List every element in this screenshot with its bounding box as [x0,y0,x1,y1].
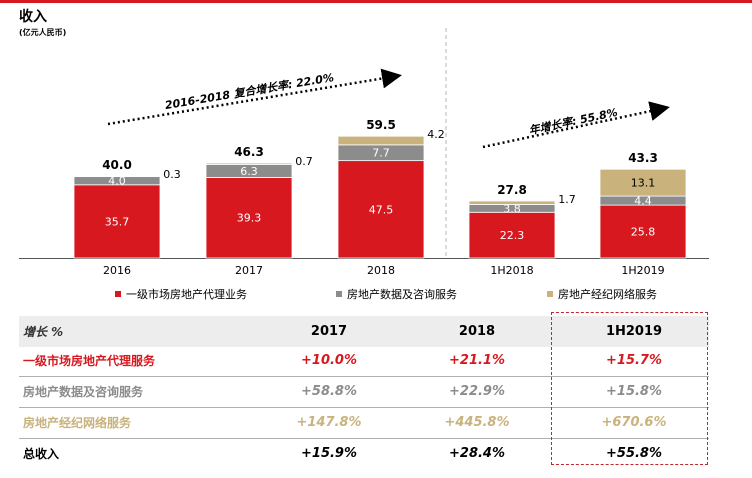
bar-segment [337,160,425,259]
bar-segment-label: 22.3 [500,229,525,242]
bar-segment-label: 35.7 [105,215,130,228]
growth-header-col: 2017 [310,324,348,339]
legend-item-data: 房地产数据及咨询服务 [336,286,457,302]
growth-table-header: 增长 % 2017 2018 1H2019 [19,316,709,347]
bar-total-label: 27.8 [497,183,527,197]
bar-segment-label: 7.7 [372,147,390,160]
top-rule [0,0,752,3]
growth-row-data: 房地产数据及咨询服务 +58.8% +22.9% +15.8% [19,376,709,407]
bar-segment-label: 47.5 [369,203,394,216]
growth-cell: +15.9% [301,446,357,461]
bar-segment [337,135,425,146]
legend-item-primary: 一级市场房地产代理业务 [115,286,247,302]
cagr-annotation: 2016-2018 复合增长率: 22.0% [164,71,335,112]
bar-segment-label: 4.0 [108,175,126,188]
table-divider [19,407,709,408]
bar-total-label: 43.3 [628,151,658,165]
x-tick-label: 1H2019 [621,264,664,277]
unit-label: (亿元人民币) [19,28,67,37]
growth-cell: +55.8% [606,446,662,461]
growth-row-label: 房地产经纪网络服务 [23,416,132,430]
bar-segment-label: 3.8 [503,202,521,215]
table-divider [19,376,709,377]
bar-segment [599,168,687,197]
growth-cell: +58.8% [301,384,357,399]
legend-label-primary: 一级市场房地产代理业务 [126,288,247,301]
bar-segment [205,162,293,165]
growth-row-label: 房地产数据及咨询服务 [23,385,144,399]
bar-segment [599,204,687,259]
yoy-arrow [482,101,670,149]
growth-cell: +10.0% [301,353,357,368]
growth-row-network: 房地产经纪网络服务 +147.8% +445.8% +670.6% [19,407,709,438]
growth-row-label: 一级市场房地产代理服务 [23,354,156,368]
legend-swatch-data [336,291,342,297]
bar-segment [205,177,293,259]
bar-segment-label: 13.1 [631,177,656,190]
bar-segment-label: 25.8 [631,226,656,239]
bar-segment [468,200,556,205]
x-tick-label: 2018 [367,264,395,277]
bar-total-label: 40.0 [102,158,132,172]
growth-cell: +28.4% [449,446,505,461]
growth-header-col: 2018 [458,324,496,339]
growth-cell: +15.7% [606,353,662,368]
bar-segment-label: 4.2 [427,128,445,141]
growth-cell: +21.1% [449,353,505,368]
bar-segment-label: 0.3 [163,168,181,181]
x-tick-label: 2016 [103,264,131,277]
x-tick-label: 2017 [235,264,263,277]
growth-header-col: 1H2019 [605,324,663,339]
bar-segment-label: 6.3 [240,165,258,178]
growth-cell: +445.8% [444,415,510,430]
legend-label-data: 房地产数据及咨询服务 [347,288,457,301]
table-divider [19,438,709,439]
x-tick-label: 1H2018 [490,264,533,277]
legend-swatch-primary [115,291,121,297]
growth-row-total: 总收入 +15.9% +28.4% +55.8% [19,438,709,469]
bar-segment [73,184,161,259]
bar-segment [468,211,556,259]
legend-label-network: 房地产经纪网络服务 [558,288,657,301]
growth-cell: +15.8% [606,384,662,399]
growth-header-label: 增长 % [23,325,64,339]
bar-segment-label: 0.7 [295,155,313,168]
page-title: 收入 [19,9,47,25]
growth-cell: +22.9% [449,384,505,399]
growth-cell: +147.8% [296,415,362,430]
highlight-box-1h2019 [551,312,708,465]
legend-swatch-network [547,291,553,297]
growth-row-primary: 一级市场房地产代理服务 +10.0% +21.1% +15.7% [19,345,709,376]
growth-row-label: 总收入 [23,447,60,461]
revenue-stacked-bar-chart: 35.7 4.0 0.3 40.0 2016 39.3 6.3 0.7 46.3 2017 47.5… [19,28,709,277]
bar-total-label: 59.5 [366,118,396,132]
bar-total-label: 46.3 [234,145,264,159]
bar-segment-label: 39.3 [237,212,262,225]
cagr-arrow [107,68,402,126]
yoy-annotation: 年增长率: 55.8% [528,106,619,138]
bar-segment [73,175,161,178]
bar-segment-label: 1.7 [558,193,576,206]
growth-cell: +670.6% [601,415,667,430]
bar-segment-label: 4.4 [634,195,652,208]
legend-item-network: 房地产经纪网络服务 [547,286,657,302]
